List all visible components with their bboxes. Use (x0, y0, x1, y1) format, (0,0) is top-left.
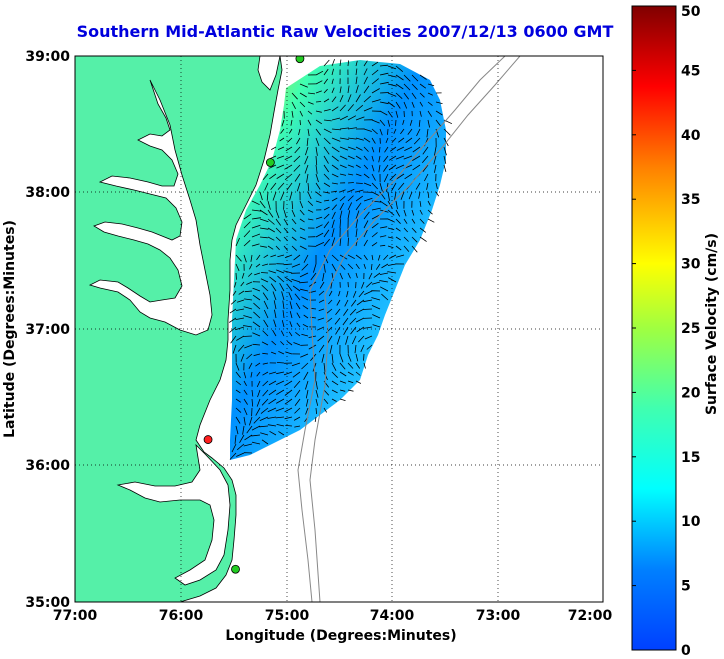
chesapeake-bay (88, 79, 213, 336)
colorbar-label: Surface Velocity (cm/s) (704, 233, 720, 415)
colorbar-tick-label: 35 (681, 192, 700, 208)
grid-lines (75, 56, 603, 602)
colorbar-tick-label: 30 (681, 257, 701, 273)
radar-station-marker (295, 56, 305, 64)
colorbar-tick-label: 5 (681, 579, 691, 595)
chart-title: Southern Mid-Atlantic Raw Velocities 200… (76, 22, 614, 41)
x-tick-label: 72:00 (568, 608, 613, 624)
x-ticks: 77:00 76:00 75:00 74:00 73:00 72:00 (53, 608, 613, 624)
colorbar-tick-label: 15 (681, 450, 700, 466)
pamlico-sound (116, 443, 231, 586)
bathymetry-contour (309, 56, 521, 602)
bathymetry-contour (297, 56, 506, 602)
colorbar-tick-label: 50 (681, 4, 701, 20)
colorbar-tick-label: 0 (681, 643, 691, 659)
y-axis-label: Latitude (Degrees:Minutes) (2, 220, 18, 438)
y-tick-label: 35:00 (25, 595, 70, 611)
radar-station-marker (265, 158, 275, 167)
y-tick-label: 39:00 (25, 49, 70, 65)
x-tick-label: 74:00 (370, 608, 415, 624)
y-ticks: 39:00 38:00 37:00 36:00 35:00 (25, 49, 70, 611)
x-tick-label: 76:00 (159, 608, 204, 624)
colorbar-tick-label: 40 (681, 128, 701, 144)
x-tick-label: 73:00 (476, 608, 521, 624)
y-tick-label: 38:00 (25, 185, 70, 201)
x-tick-label: 77:00 (53, 608, 98, 624)
colorbar-tick-label: 20 (681, 385, 701, 401)
delaware-bay (257, 56, 281, 91)
radar-station-marker (231, 564, 240, 574)
colorbar-tick-label: 25 (681, 321, 700, 337)
y-tick-label: 36:00 (25, 458, 70, 474)
velocity-vectors (228, 58, 453, 460)
vector-arrows (228, 58, 453, 460)
radar-station-marker (203, 435, 213, 444)
y-tick-label: 37:00 (25, 322, 70, 338)
colorbar-tick-label: 45 (681, 63, 700, 79)
x-axis-label: Longitude (Degrees:Minutes) (225, 628, 456, 644)
x-tick-label: 75:00 (265, 608, 310, 624)
colorbar-tick-label: 10 (681, 514, 701, 530)
plot-frame (74, 55, 604, 603)
colorbar (631, 5, 677, 651)
radar-stations (203, 56, 305, 574)
